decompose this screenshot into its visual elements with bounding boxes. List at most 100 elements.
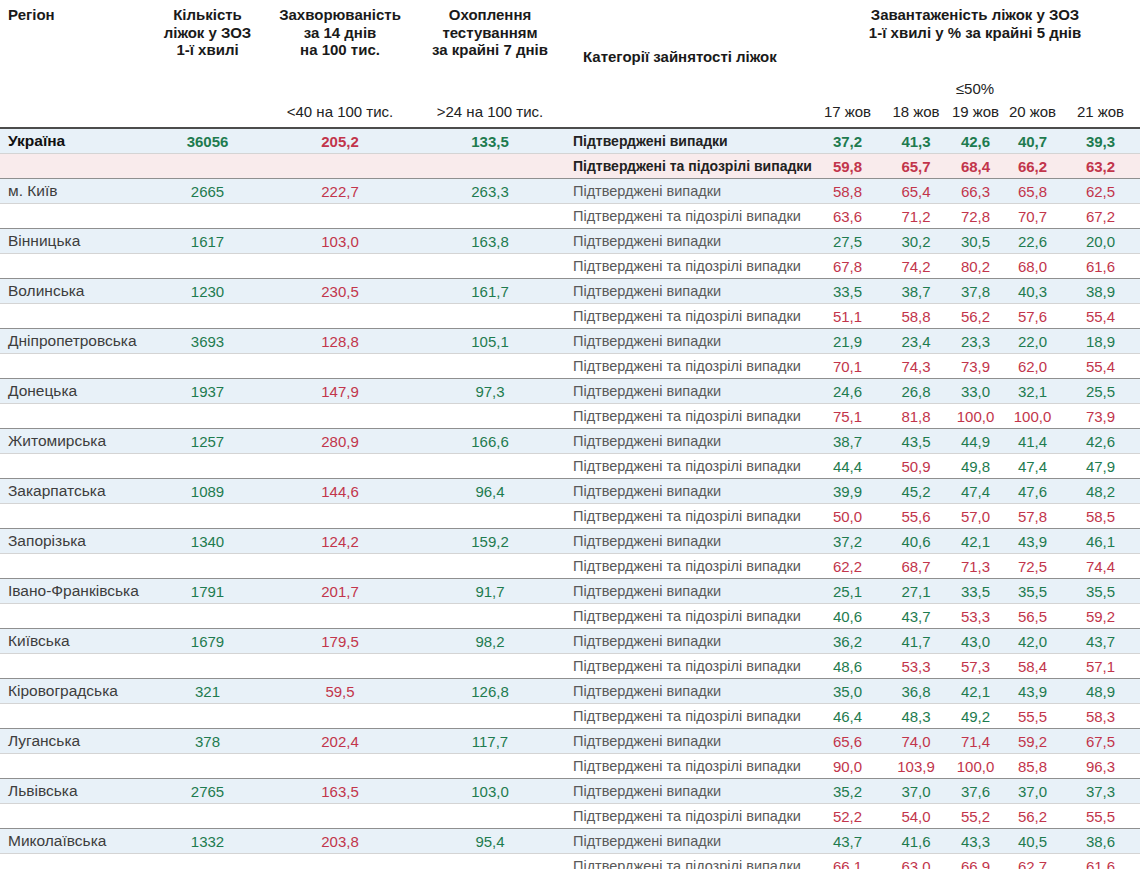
occupancy-value: 68,0 bbox=[1004, 258, 1061, 275]
testing-value: 159,2 bbox=[415, 533, 565, 550]
beds-value: 378 bbox=[150, 733, 265, 750]
region-block: Закарпатська1089144,696,4Підтверджені ви… bbox=[0, 478, 1140, 528]
region-name: Донецька bbox=[0, 382, 150, 400]
occupancy-value: 46,1 bbox=[1061, 533, 1140, 550]
occupancy-value: 62,2 bbox=[810, 558, 885, 575]
date-header: 21 жов bbox=[1061, 103, 1140, 120]
incidence-value: 280,9 bbox=[265, 433, 415, 450]
occupancy-value: 67,2 bbox=[1061, 208, 1140, 225]
occupancy-value: 58,8 bbox=[810, 183, 885, 200]
occupancy-value: 55,5 bbox=[1061, 808, 1140, 825]
occupancy-value: 66,1 bbox=[810, 858, 885, 869]
occupancy-value: 43,7 bbox=[885, 608, 947, 625]
occupancy-value: 51,1 bbox=[810, 308, 885, 325]
category-label-confirmed-suspected: Підтверджені та підозрілі випадки bbox=[565, 158, 810, 174]
occupancy-value: 55,6 bbox=[885, 508, 947, 525]
occupancy-value: 40,5 bbox=[1004, 833, 1061, 850]
occupancy-value: 63,0 bbox=[885, 858, 947, 869]
occupancy-value: 22,6 bbox=[1004, 233, 1061, 250]
occupancy-value: 90,0 bbox=[810, 758, 885, 775]
occupancy-value: 70,1 bbox=[810, 358, 885, 375]
occupancy-value: 47,9 bbox=[1061, 458, 1140, 475]
category-label-confirmed-suspected: Підтверджені та підозрілі випадки bbox=[565, 408, 810, 424]
region-name: Київська bbox=[0, 632, 150, 650]
category-label-confirmed-suspected: Підтверджені та підозрілі випадки bbox=[565, 308, 810, 324]
occupancy-value: 73,9 bbox=[1061, 408, 1140, 425]
category-label-confirmed-suspected: Підтверджені та підозрілі випадки bbox=[565, 508, 810, 524]
occupancy-value: 23,4 bbox=[885, 333, 947, 350]
occupancy-value: 61,6 bbox=[1061, 858, 1140, 869]
category-label-confirmed-suspected: Підтверджені та підозрілі випадки bbox=[565, 758, 810, 774]
occupancy-value: 73,9 bbox=[947, 358, 1004, 375]
occupancy-value: 40,3 bbox=[1004, 283, 1061, 300]
table-row-confirmed-suspected: Підтверджені та підозрілі випадки51,158,… bbox=[0, 303, 1140, 328]
occupancy-value: 36,2 bbox=[810, 633, 885, 650]
occupancy-value: 62,0 bbox=[1004, 358, 1061, 375]
beds-value: 1679 bbox=[150, 633, 265, 650]
region-name: Луганська bbox=[0, 732, 150, 750]
beds-value: 3693 bbox=[150, 333, 265, 350]
category-label-confirmed-suspected: Підтверджені та підозрілі випадки bbox=[565, 608, 810, 624]
occupancy-value: 63,6 bbox=[810, 208, 885, 225]
occupancy-value: 44,4 bbox=[810, 458, 885, 475]
occupancy-value: 38,6 bbox=[1061, 833, 1140, 850]
occupancy-value: 70,7 bbox=[1004, 208, 1061, 225]
occupancy-value: 42,0 bbox=[1004, 633, 1061, 650]
beds-value: 1089 bbox=[150, 483, 265, 500]
occupancy-value: 65,7 bbox=[885, 158, 947, 175]
occupancy-value: 44,9 bbox=[947, 433, 1004, 450]
occupancy-value: 71,3 bbox=[947, 558, 1004, 575]
category-label-confirmed: Підтверджені випадки bbox=[565, 183, 810, 199]
table-row-confirmed-suspected: Підтверджені та підозрілі випадки75,181,… bbox=[0, 403, 1140, 428]
occupancy-value: 41,3 bbox=[885, 133, 947, 150]
table-row-confirmed: Луганська378202,4117,7Підтверджені випад… bbox=[0, 729, 1140, 753]
occupancy-value: 45,2 bbox=[885, 483, 947, 500]
occupancy-value: 40,7 bbox=[1004, 133, 1061, 150]
table-row-confirmed-suspected: Підтверджені та підозрілі випадки52,254,… bbox=[0, 803, 1140, 828]
beds-value: 1257 bbox=[150, 433, 265, 450]
table-row-confirmed: Львівська2765163,5103,0Підтверджені випа… bbox=[0, 779, 1140, 803]
testing-value: 117,7 bbox=[415, 733, 565, 750]
region-block: Дніпропетровська3693128,8105,1Підтвердже… bbox=[0, 328, 1140, 378]
testing-value: 98,2 bbox=[415, 633, 565, 650]
occupancy-value: 41,4 bbox=[1004, 433, 1061, 450]
region-block: Івано-Франківська1791201,791,7Підтвердже… bbox=[0, 578, 1140, 628]
column-header-category: Категорії зайнятості ліжок bbox=[583, 48, 777, 66]
occupancy-value: 35,5 bbox=[1004, 583, 1061, 600]
category-label-confirmed-suspected: Підтверджені та підозрілі випадки bbox=[565, 358, 810, 374]
occupancy-value: 56,5 bbox=[1004, 608, 1061, 625]
occupancy-value: 37,0 bbox=[1004, 783, 1061, 800]
testing-value: 126,8 bbox=[415, 683, 565, 700]
incidence-value: 103,0 bbox=[265, 233, 415, 250]
incidence-value: 230,5 bbox=[265, 283, 415, 300]
category-label-confirmed: Підтверджені випадки bbox=[565, 333, 810, 349]
column-header-testing-line: тестуванням bbox=[415, 24, 565, 42]
occupancy-value: 40,6 bbox=[810, 608, 885, 625]
column-header-incidence: Захворюваність за 14 днів на 100 тис. bbox=[265, 6, 415, 59]
table-row-confirmed-suspected: Підтверджені та підозрілі випадки46,448,… bbox=[0, 703, 1140, 728]
table-row-confirmed-suspected: Підтверджені та підозрілі випадки70,174,… bbox=[0, 353, 1140, 378]
occupancy-value: 43,7 bbox=[810, 833, 885, 850]
table-row-confirmed: Вінницька1617103,0163,8Підтверджені випа… bbox=[0, 229, 1140, 253]
occupancy-value: 38,9 bbox=[1061, 283, 1140, 300]
incidence-value: 179,5 bbox=[265, 633, 415, 650]
occupancy-value: 35,5 bbox=[1061, 583, 1140, 600]
occupancy-value: 42,1 bbox=[947, 533, 1004, 550]
occupancy-value: 71,2 bbox=[885, 208, 947, 225]
table-row-confirmed-suspected: Підтверджені та підозрілі випадки66,163,… bbox=[0, 853, 1140, 869]
table-row-confirmed: Закарпатська1089144,696,4Підтверджені ви… bbox=[0, 479, 1140, 503]
category-label-confirmed: Підтверджені випадки bbox=[565, 433, 810, 449]
incidence-value: 124,2 bbox=[265, 533, 415, 550]
occupancy-value: 61,6 bbox=[1061, 258, 1140, 275]
occupancy-value: 100,0 bbox=[1004, 408, 1061, 425]
occupancy-value: 42,6 bbox=[947, 133, 1004, 150]
occupancy-value: 42,1 bbox=[947, 683, 1004, 700]
occupancy-value: 80,2 bbox=[947, 258, 1004, 275]
table-row-confirmed: м. Київ2665222,7263,3Підтверджені випадк… bbox=[0, 179, 1140, 203]
incidence-value: 222,7 bbox=[265, 183, 415, 200]
category-label-confirmed: Підтверджені випадки bbox=[565, 783, 810, 799]
category-label-confirmed-suspected: Підтверджені та підозрілі випадки bbox=[565, 708, 810, 724]
category-label-confirmed-suspected: Підтверджені та підозрілі випадки bbox=[565, 808, 810, 824]
column-header-beds: Кількість ліжок у ЗОЗ 1-ї хвилі bbox=[150, 6, 265, 59]
table-row-confirmed: Запорізька1340124,2159,2Підтверджені вип… bbox=[0, 529, 1140, 553]
